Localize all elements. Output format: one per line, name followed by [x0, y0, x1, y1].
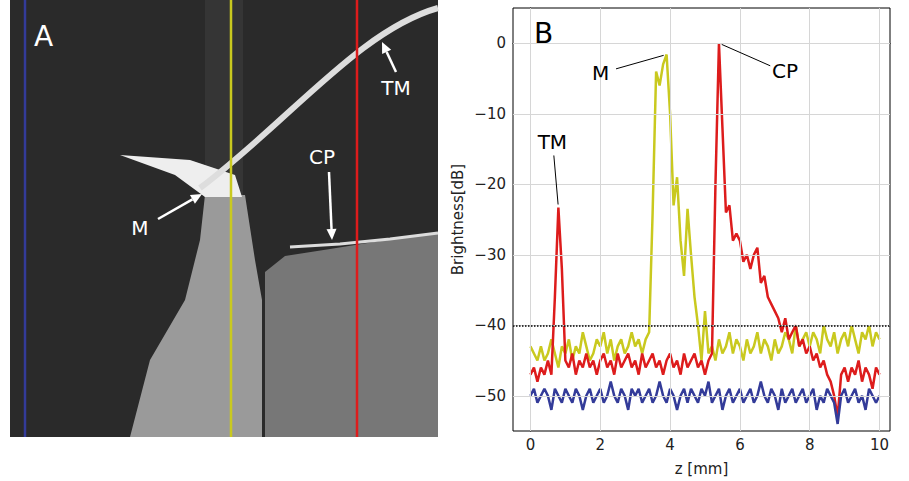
svg-text:A: A [34, 20, 53, 53]
svg-text:−20: −20 [474, 175, 506, 193]
svg-text:B: B [534, 17, 553, 50]
svg-text:−40: −40 [474, 316, 506, 334]
svg-text:8: 8 [805, 436, 815, 454]
svg-text:10: 10 [870, 436, 889, 454]
svg-text:TM: TM [537, 130, 567, 154]
svg-text:0: 0 [526, 436, 536, 454]
svg-text:z [mm]: z [mm] [675, 460, 729, 478]
svg-text:TM: TM [380, 76, 410, 100]
svg-text:−50: −50 [474, 387, 506, 405]
svg-text:4: 4 [665, 436, 675, 454]
svg-text:CP: CP [772, 59, 798, 83]
svg-text:2: 2 [595, 436, 605, 454]
svg-text:CP: CP [309, 145, 335, 169]
svg-text:−30: −30 [474, 246, 506, 264]
svg-text:0: 0 [496, 34, 506, 52]
svg-text:−10: −10 [474, 105, 506, 123]
svg-text:6: 6 [735, 436, 745, 454]
svg-text:Brightness[dB]: Brightness[dB] [449, 164, 467, 275]
svg-text:M: M [131, 216, 148, 240]
svg-text:M: M [592, 61, 609, 85]
